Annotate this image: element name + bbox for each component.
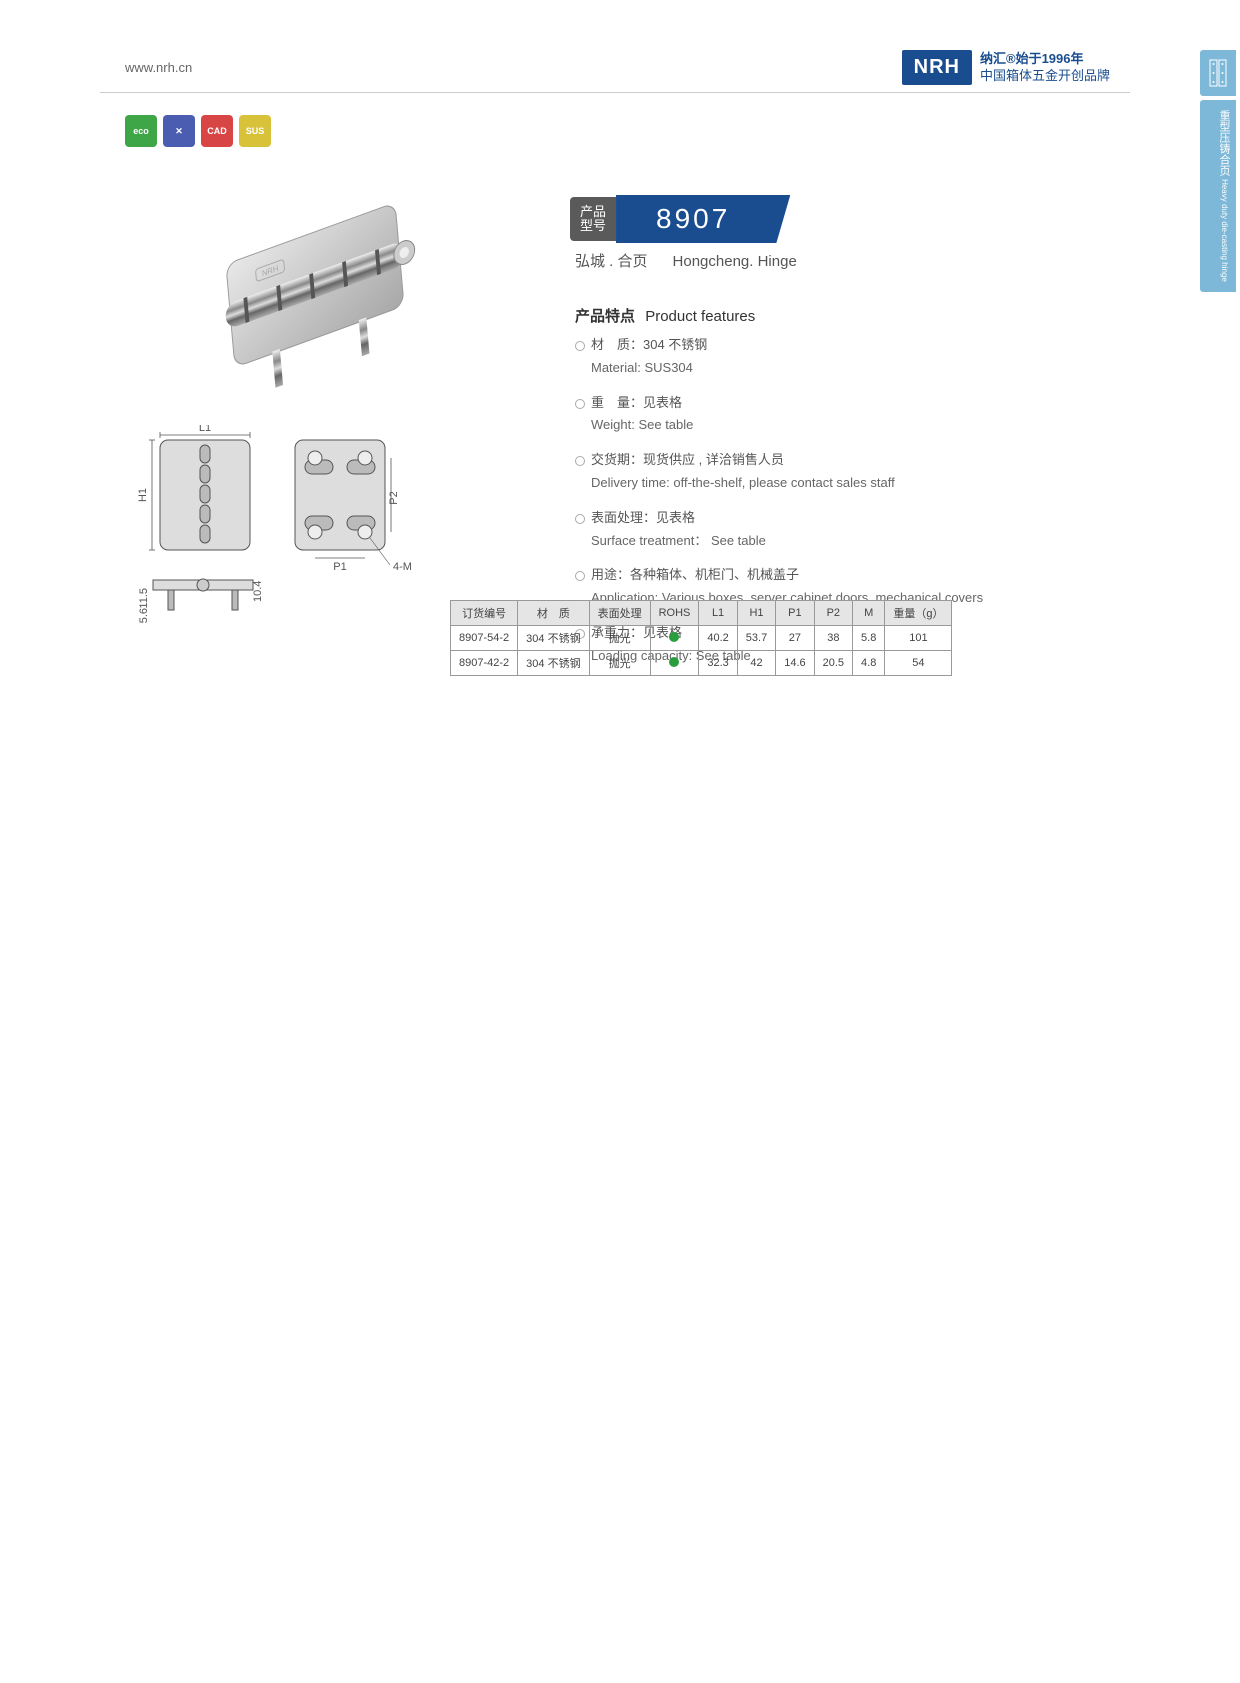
badge-icon: CAD [201, 115, 233, 147]
table-cell: 8907-42-2 [451, 651, 518, 676]
logo-text: 纳汇®始于1996年 中国箱体五金开创品牌 [980, 51, 1110, 85]
table-cell: 14.6 [776, 651, 814, 676]
table-cell: 8907-54-2 [451, 626, 518, 651]
table-header-cell: 材 质 [518, 601, 589, 626]
badges-row: eco✕CADSUS [125, 115, 271, 147]
table-cell: 38 [814, 626, 852, 651]
table-row: 8907-54-2304 不锈钢抛光 40.253.727385.8101 [451, 626, 952, 651]
table-header-row: 订货编号材 质表面处理ROHSL1H1P1P2M重量（g） [451, 601, 952, 626]
svg-text:L1: L1 [199, 425, 211, 434]
feature-cn: 交货期：现货供应 , 详洽销售人员 [591, 452, 784, 467]
table-cell: 32.3 [699, 651, 737, 676]
subtitle-cn: 弘城 . 合页 [575, 253, 648, 270]
svg-text:5.6: 5.6 [138, 608, 150, 623]
brand-line2: 中国箱体五金开创品牌 [980, 68, 1110, 85]
svg-text:11.5: 11.5 [138, 588, 150, 609]
badge-icon: eco [125, 115, 157, 147]
table-header-cell: P1 [776, 601, 814, 626]
spec-table: 订货编号材 质表面处理ROHSL1H1P1P2M重量（g） 8907-54-23… [450, 600, 952, 676]
table-cell [650, 651, 699, 676]
feature-item: 表面处理：见表格 Surface treatment： See table [575, 508, 1125, 552]
table-row: 8907-42-2304 不锈钢抛光 32.34214.620.54.854 [451, 651, 952, 676]
logo-area: NRH 纳汇®始于1996年 中国箱体五金开创品牌 [902, 50, 1110, 85]
table-cell: 42 [737, 651, 775, 676]
feature-en: Delivery time: off-the-shelf, please con… [591, 473, 1125, 494]
svg-text:H1: H1 [137, 488, 149, 502]
table-cell: 20.5 [814, 651, 852, 676]
technical-drawing: L1 H1 P2 P1 4- [125, 425, 445, 625]
table-header-cell: L1 [699, 601, 737, 626]
feature-cn: 重 量：见表格 [591, 395, 682, 410]
feature-en: Material: SUS304 [591, 358, 1125, 379]
feature-en: Surface treatment： See table [591, 531, 1125, 552]
table-header-cell: M [853, 601, 885, 626]
table-header-cell: 表面处理 [589, 601, 650, 626]
table-cell: 4.8 [853, 651, 885, 676]
model-number: 8907 [616, 195, 790, 243]
table-header-cell: ROHS [650, 601, 699, 626]
side-tab-cn: 重型压铸合页 [1218, 110, 1230, 176]
table-header-cell: H1 [737, 601, 775, 626]
table-cell: 27 [776, 626, 814, 651]
table-header-cell: 重量（g） [885, 601, 952, 626]
table-body: 8907-54-2304 不锈钢抛光40.253.727385.81018907… [451, 626, 952, 676]
table-cell: 抛光 [589, 651, 650, 676]
logo-box: NRH [902, 50, 972, 85]
product-image: NRH [165, 175, 465, 395]
badge-icon: SUS [239, 115, 271, 147]
feature-cn: 材 质：304 不锈钢 [591, 337, 707, 352]
svg-text:10.4: 10.4 [252, 581, 264, 602]
feature-en: Weight: See table [591, 415, 1125, 436]
table-header-cell: 订货编号 [451, 601, 518, 626]
table-cell [650, 626, 699, 651]
model-badge: 产品型号 8907 [570, 195, 790, 243]
svg-text:P2: P2 [388, 491, 400, 504]
table-header-cell: P2 [814, 601, 852, 626]
table-cell: 54 [885, 651, 952, 676]
rohs-dot-icon [669, 657, 679, 667]
table-cell: 304 不锈钢 [518, 626, 589, 651]
table-cell: 53.7 [737, 626, 775, 651]
subtitle-en: Hongcheng. Hinge [673, 253, 797, 270]
features-title-cn: 产品特点 [575, 308, 635, 325]
side-tab-icon [1200, 50, 1236, 96]
product-subtitle: 弘城 . 合页 Hongcheng. Hinge [575, 250, 797, 271]
side-tab-label: 重型压铸合页 Heavy duty die-casting hinge [1200, 100, 1236, 292]
model-label: 产品型号 [570, 197, 616, 242]
svg-text:P1: P1 [333, 561, 346, 573]
table-cell: 抛光 [589, 626, 650, 651]
table-cell: 40.2 [699, 626, 737, 651]
table-cell: 5.8 [853, 626, 885, 651]
table-cell: 101 [885, 626, 952, 651]
feature-item: 交货期：现货供应 , 详洽销售人员 Delivery time: off-the-… [575, 450, 1125, 494]
feature-cn: 表面处理：见表格 [591, 510, 695, 525]
brand-line1: 纳汇®始于1996年 [980, 51, 1110, 68]
rohs-dot-icon [669, 632, 679, 642]
side-tab-en: Heavy duty die-casting hinge [1220, 179, 1229, 282]
side-tabs: 重型压铸合页 Heavy duty die-casting hinge [1200, 50, 1240, 296]
feature-item: 重 量：见表格 Weight: See table [575, 393, 1125, 437]
svg-text:4-M: 4-M [393, 561, 412, 573]
features-title: 产品特点 Product features [575, 305, 755, 326]
badge-icon: ✕ [163, 115, 195, 147]
feature-cn: 用途：各种箱体、机柜门、机械盖子 [591, 567, 799, 582]
header-divider [100, 92, 1130, 93]
table-cell: 304 不锈钢 [518, 651, 589, 676]
features-title-en: Product features [645, 308, 755, 325]
feature-item: 材 质：304 不锈钢 Material: SUS304 [575, 335, 1125, 379]
website-url: www.nrh.cn [125, 60, 192, 75]
